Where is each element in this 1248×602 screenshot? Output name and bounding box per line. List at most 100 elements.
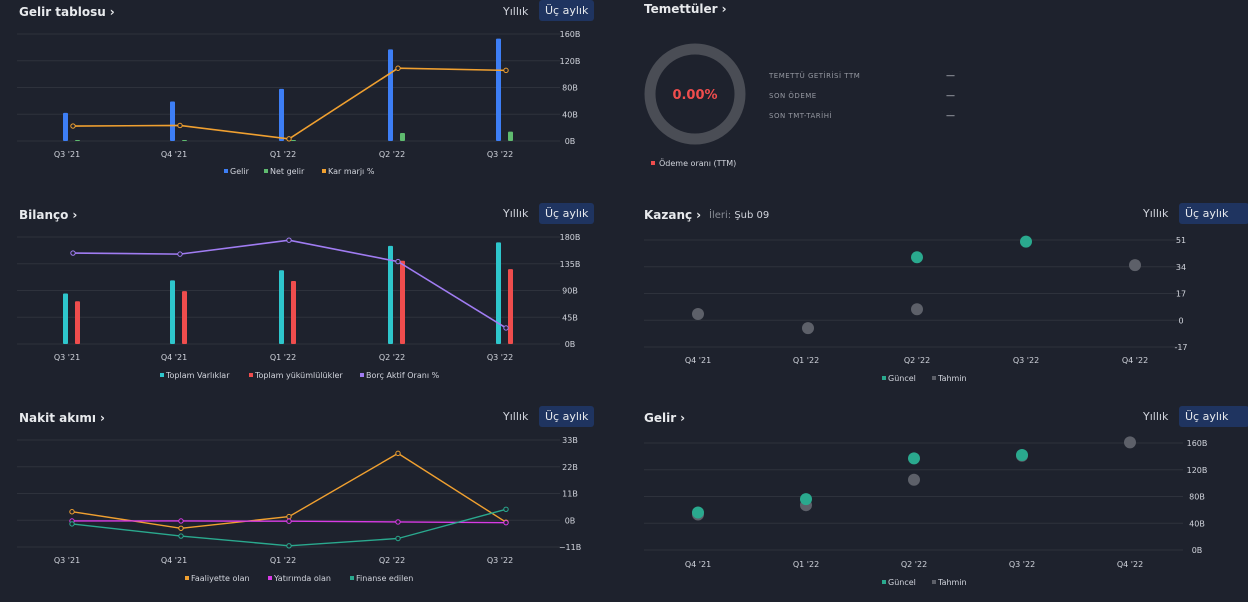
cashflow-annual-button[interactable]: Yıllık [503, 410, 529, 423]
earnings-legend-label: Güncel [888, 374, 916, 383]
income-line-point [70, 123, 76, 129]
income-quarterly-button[interactable]: Üç aylık [539, 0, 595, 21]
income-y-tick: 120B [560, 57, 581, 66]
income-x-tick: Q1 '22 [270, 150, 296, 159]
cashflow-series-point [178, 518, 184, 524]
earnings-point-estimate [911, 303, 923, 316]
balance-x-tick: Q2 '22 [379, 353, 405, 362]
cash-flow-title[interactable]: Nakit akımı › [19, 411, 105, 425]
balance-y-tick: 135B [560, 260, 581, 269]
income-x-tick: Q2 '22 [379, 150, 405, 159]
cashflow-x-tick: Q3 '22 [487, 556, 513, 565]
dividend-row-label: TEMETTÜ GETİRİSİ TTM [768, 71, 860, 80]
balance-legend-label: Toplam yükümlülükler [254, 371, 343, 380]
balance-bar-primary [279, 270, 284, 344]
income-bar-secondary [75, 140, 80, 141]
balance-bar-primary [170, 280, 175, 344]
income-legend-label: Gelir [230, 167, 250, 176]
income-statement-title[interactable]: Gelir tablosu › [19, 5, 115, 19]
balance-line-point [395, 258, 401, 265]
dividend-legend-label: Ödeme oranı (TTM) [659, 158, 736, 168]
earnings-y-tick: 51 [1176, 236, 1186, 245]
earnings-x-tick: Q4 '21 [685, 356, 711, 365]
cashflow-y-tick: −11B [559, 543, 581, 552]
revenue-x-tick: Q3 '22 [1009, 560, 1035, 569]
income-bar-primary [63, 112, 68, 141]
earnings-point-estimate [802, 322, 814, 335]
revenue-y-tick: 120B [1187, 466, 1208, 475]
balance-legend-swatch [249, 373, 253, 377]
revenue-point-actual [1016, 449, 1028, 462]
revenue-legend-swatch [882, 580, 886, 584]
balance-sheet-title[interactable]: Bilanço › [19, 208, 77, 222]
balance-x-tick: Q4 '21 [161, 353, 187, 362]
next-label: İleri: [709, 210, 732, 221]
income-bar-secondary [508, 131, 513, 141]
cashflow-x-tick: Q2 '22 [379, 556, 405, 565]
revenue-x-tick: Q2 '22 [901, 560, 927, 569]
chevron-right-icon: › [696, 208, 702, 222]
cashflow-legend-label: Finanse edilen [356, 574, 413, 583]
revenue-quarterly-button[interactable]: Üç aylık [1179, 406, 1248, 427]
income-y-tick: 80B [562, 84, 578, 93]
income-annual-button[interactable]: Yıllık [503, 5, 529, 18]
balance-bar-primary [63, 293, 68, 344]
income-line-point [395, 65, 401, 71]
earnings-point-estimate [1129, 259, 1141, 272]
earnings-next-date: İleri: Şub 09 [709, 210, 769, 221]
earnings-quarterly-button[interactable]: Üç aylık [1179, 203, 1248, 224]
balance-bar-secondary [75, 301, 80, 344]
income-title-text: Gelir tablosu [19, 5, 106, 19]
earnings-title-text: Kazanç [644, 208, 693, 222]
earnings-title[interactable]: Kazanç › [644, 208, 701, 222]
cashflow-series-point [286, 518, 292, 524]
dividend-payout-value: 0.00% [672, 88, 717, 103]
balance-line-point [503, 325, 509, 331]
income-bar-primary [170, 101, 175, 141]
earnings-x-tick: Q1 '22 [793, 356, 819, 365]
cashflow-quarterly-button[interactable]: Üç aylık [539, 406, 595, 427]
dividend-row-value: — [946, 91, 955, 101]
dividend-row-label: SON TMT-TARİHİ [769, 111, 832, 120]
income-bar-primary [279, 88, 284, 141]
balance-x-tick: Q3 '22 [487, 353, 513, 362]
earnings-y-tick: 34 [1176, 263, 1186, 272]
earnings-annual-button[interactable]: Yıllık [1143, 207, 1169, 220]
income-y-tick: 40B [562, 110, 578, 119]
revenue-point-estimate [908, 473, 920, 486]
dividend-legend-swatch [651, 161, 655, 165]
balance-bar-primary [388, 245, 393, 344]
cashflow-legend-swatch [268, 576, 272, 580]
chevron-right-icon: › [72, 208, 78, 222]
revenue-x-tick: Q1 '22 [793, 560, 819, 569]
revenue-legend-label: Güncel [888, 578, 916, 587]
balance-legend-label: Toplam Varlıklar [165, 371, 230, 380]
balance-y-tick: 0B [565, 340, 576, 349]
income-line-point [177, 122, 183, 129]
balance-legend-swatch [360, 373, 364, 377]
cashflow-series-point [503, 519, 509, 526]
balance-y-tick: 90B [562, 287, 578, 296]
earnings-x-tick: Q4 '22 [1122, 356, 1148, 365]
balance-quarterly-button[interactable]: Üç aylık [539, 203, 595, 224]
revenue-y-tick: 160B [1187, 439, 1208, 448]
dividend-row-value: — [946, 71, 955, 81]
cashflow-series-point [178, 525, 184, 531]
cashflow-title-text: Nakit akımı [19, 411, 96, 425]
income-legend-swatch [224, 169, 228, 173]
cashflow-legend-label: Faaliyette olan [191, 574, 250, 583]
revenue-legend-swatch [932, 580, 936, 584]
income-bar-secondary [400, 132, 405, 141]
cashflow-series-point [286, 513, 292, 520]
revenue-title-text: Gelir [644, 411, 677, 425]
balance-line-point [286, 237, 292, 243]
cashflow-x-tick: Q1 '22 [270, 556, 296, 565]
balance-legend-label: Borç Aktif Oranı % [366, 371, 440, 380]
dividend-donut-ring [644, 43, 746, 145]
revenue-title[interactable]: Gelir › [644, 411, 685, 425]
earnings-legend-label: Tahmin [937, 374, 967, 383]
dividends-title[interactable]: Temettüler › [644, 2, 727, 16]
balance-annual-button[interactable]: Yıllık [503, 207, 529, 220]
revenue-annual-button[interactable]: Yıllık [1143, 410, 1169, 423]
